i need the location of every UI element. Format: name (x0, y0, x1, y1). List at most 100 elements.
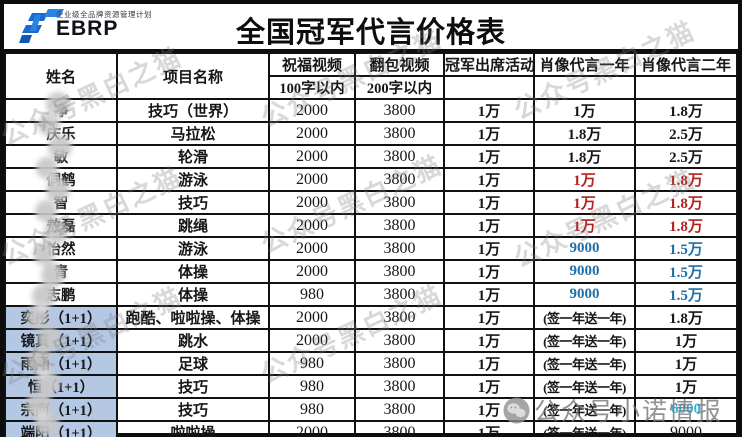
cell-unboxing-price: 3800 (354, 351, 445, 376)
table-row: 侗鹤 游泳 2000 3800 1万 1万 1.8万 (4, 167, 738, 192)
cell-portrait-year1: (签一年送一年) (533, 397, 636, 422)
cell-unboxing-price: 3800 (354, 190, 445, 215)
cell-event-price: 1万 (443, 190, 535, 215)
cell-portrait-year2: 1.5万 (634, 259, 738, 284)
table-row: 敏轮滑 2000 3800 1万 1.8万 2.5万 (4, 144, 738, 169)
cell-event-price: 1万 (443, 351, 535, 376)
cell-project: 体操 (116, 259, 270, 284)
cell-blessing-price: 980 (268, 397, 356, 422)
header-event: 冠军出席活动 (443, 52, 535, 77)
cell-project: 轮滑 (116, 144, 270, 169)
cell-blessing-price: 980 (268, 282, 356, 307)
table-row: 志鹏 体操 980 3800 1万 9000 1.5万 (4, 282, 738, 307)
cell-name: 宗南（1+1） (4, 397, 118, 422)
cell-blessing-price: 2000 (268, 420, 356, 437)
table-row: 恒（1+1） 技巧 980 3800 1万 (签一年送一年) 1万 (4, 374, 738, 399)
cell-unboxing-price: 3800 (354, 420, 445, 437)
table-row: 庆乐 马拉松 2000 3800 1万 1.8万 2.5万 (4, 121, 738, 146)
cell-project: 跳水 (116, 328, 270, 353)
cell-blessing-price: 2000 (268, 121, 356, 146)
cell-name: 净 (4, 98, 118, 123)
cell-name: 侗鹤 (4, 167, 118, 192)
header-year1-sub-empty (533, 75, 636, 100)
cell-portrait-year1: (签一年送一年) (533, 374, 636, 399)
table-row: 镜真（1+1） 跳水 2000 3800 1万 (签一年送一年) 1万 (4, 328, 738, 353)
cell-name: 奕彤（1+1） (4, 305, 118, 330)
table-row: 敖磊 跳绳 2000 3800 1万 1万 1.8万 (4, 213, 738, 238)
cell-event-price: 1万 (443, 259, 535, 284)
cell-portrait-year2: 1.5万 (634, 236, 738, 261)
cell-blessing-price: 980 (268, 374, 356, 399)
cell-unboxing-price: 3800 (354, 121, 445, 146)
cell-portrait-year1: (签一年送一年) (533, 351, 636, 376)
cell-event-price: 1万 (443, 236, 535, 261)
cell-project: 游泳 (116, 236, 270, 261)
cell-portrait-year2: 2.5万 (634, 121, 738, 146)
cell-blessing-price: 2000 (268, 167, 356, 192)
price-table: 姓名 项目名称 祝福视频 翻包视频 冠军出席活动 肖像代言一年 肖像代言二年 1… (4, 52, 738, 437)
cell-portrait-year2: 1.8万 (634, 98, 738, 123)
cell-unboxing-price: 3800 (354, 374, 445, 399)
cell-portrait-year2: 2.5万 (634, 144, 738, 169)
cell-project: 技巧 (116, 190, 270, 215)
cell-name: 敏 (4, 144, 118, 169)
cell-portrait-year2: 1.8万 (634, 305, 738, 330)
table-row: 奕彤（1+1） 跑酷、啦啦操、体操 2000 3800 1万 (签一年送一年) 1.8万 (4, 305, 738, 330)
table-header: 姓名 项目名称 祝福视频 翻包视频 冠军出席活动 肖像代言一年 肖像代言二年 1… (4, 52, 738, 100)
header-portrait-year2: 肖像代言二年 (634, 52, 738, 77)
ebrp-logo: 企业级全品牌资源管理计划 EBRP (18, 7, 152, 47)
cell-portrait-year1: 1.8万 (533, 144, 636, 169)
cell-portrait-year2: 1万 (634, 374, 738, 399)
header-portrait-year1: 肖像代言一年 (533, 52, 636, 77)
cell-blessing-price: 2000 (268, 328, 356, 353)
header-blessing-sub: 100字以内 (268, 75, 356, 100)
cell-project: 技巧（世界） (116, 98, 270, 123)
cell-portrait-year2: 9000 (634, 420, 738, 437)
header-name: 姓名 (4, 52, 118, 100)
cell-blessing-price: 2000 (268, 236, 356, 261)
cell-blessing-price: 2000 (268, 259, 356, 284)
cell-unboxing-price: 3800 (354, 98, 445, 123)
cell-name: 怡然 (4, 236, 118, 261)
cell-event-price: 1万 (443, 397, 535, 422)
cell-portrait-year1: 1万 (533, 213, 636, 238)
page-title: 全国冠军代言价格表 (235, 17, 506, 49)
cell-project: 游泳 (116, 167, 270, 192)
cell-unboxing-price: 3800 (354, 328, 445, 353)
cell-event-price: 1万 (443, 144, 535, 169)
cell-project: 跑酷、啦啦操、体操 (116, 305, 270, 330)
cell-blessing-price: 2000 (268, 98, 356, 123)
table-wrap: 姓名 项目名称 祝福视频 翻包视频 冠军出席活动 肖像代言一年 肖像代言二年 1… (4, 52, 738, 437)
cell-portrait-year2: 1.8万 (634, 190, 738, 215)
cell-blessing-price: 2000 (268, 190, 356, 215)
header-blessing-video: 祝福视频 (268, 52, 356, 77)
cell-portrait-year2: 1.5万 (634, 282, 738, 307)
header-project: 项目名称 (116, 52, 270, 100)
cell-portrait-year1: 1万 (533, 167, 636, 192)
cell-event-price: 1万 (443, 121, 535, 146)
cell-blessing-price: 2000 (268, 213, 356, 238)
cell-project: 啦啦操 (116, 420, 270, 437)
cell-unboxing-price: 3800 (354, 236, 445, 261)
table-row: 净技巧（世界） 2000 3800 1万 1万 1.8万 (4, 98, 738, 123)
header-year2-sub-empty (634, 75, 738, 100)
table-row: 雨涵（1+1） 足球 980 3800 1万 (签一年送一年) 1万 (4, 351, 738, 376)
cell-portrait-year1: 1.8万 (533, 121, 636, 146)
header-event-sub-empty (443, 75, 535, 100)
logo-brand: EBRP (56, 17, 119, 40)
cell-blessing-price: 980 (268, 351, 356, 376)
cell-unboxing-price: 3800 (354, 282, 445, 307)
cell-name: 青 (4, 259, 118, 284)
cell-portrait-year1: (签一年送一年) (533, 328, 636, 353)
cell-project: 足球 (116, 351, 270, 376)
cell-unboxing-price: 3800 (354, 305, 445, 330)
cell-event-price: 1万 (443, 282, 535, 307)
cell-unboxing-price: 3800 (354, 144, 445, 169)
cell-name: 恒（1+1） (4, 374, 118, 399)
cell-name: 端阳（1+1） (4, 420, 118, 437)
cell-portrait-year2: 1.8万 (634, 213, 738, 238)
cell-portrait-year2: 1万 (634, 328, 738, 353)
ebrp-flag-icon (19, 9, 64, 43)
cell-portrait-year2: 1.8万 (634, 167, 738, 192)
